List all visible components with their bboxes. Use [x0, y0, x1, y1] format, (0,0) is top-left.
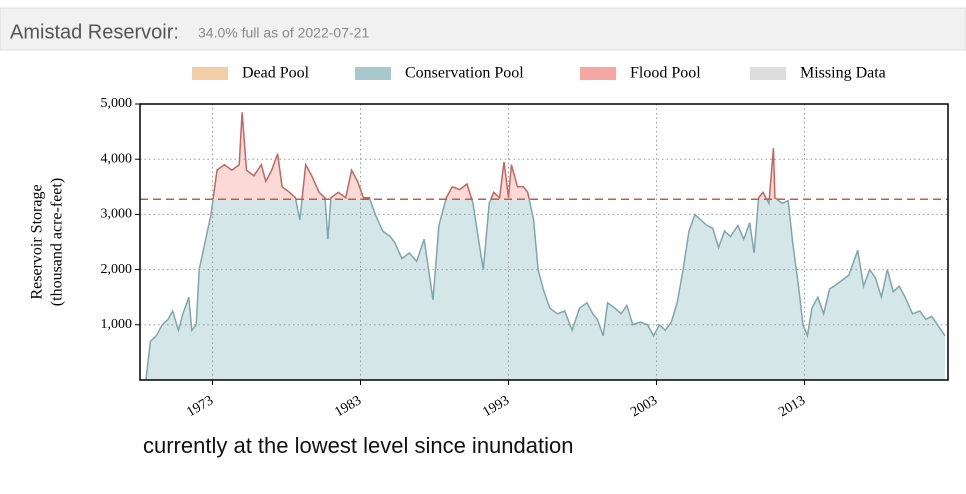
y-tick-label: 4,000: [101, 151, 133, 166]
x-tick-label: 1973: [184, 393, 216, 420]
x-tick-label: 1983: [332, 393, 364, 420]
x-tick-label: 1993: [480, 393, 512, 420]
plot-frame: [139, 103, 949, 381]
y-tick-label: 2,000: [101, 262, 133, 277]
legend-swatch: [580, 67, 616, 80]
header-bar: [0, 7, 966, 51]
flood-line: [212, 112, 779, 200]
legend: Dead Pool Conservation Pool Flood Pool Miss…: [192, 65, 886, 82]
y-tick-label: 1,000: [101, 317, 133, 332]
legend-swatch: [192, 67, 228, 80]
legend-label: Dead Pool: [242, 65, 310, 82]
y-axis-label: Reservoir Storage (thousand acre-feet): [29, 178, 66, 306]
legend-label: Conservation Pool: [405, 65, 524, 82]
x-tick-label: 2003: [628, 393, 660, 420]
header-title: Amistad Reservoir:: [10, 21, 179, 43]
conservation-area: [145, 199, 945, 380]
flood-area: [213, 112, 777, 200]
annotation: currently at the lowest level since inun…: [143, 433, 573, 458]
legend-swatch: [750, 67, 786, 80]
legend-label: Flood Pool: [630, 65, 701, 82]
x-tick-label: 2013: [776, 393, 808, 420]
header-subtitle: 34.0% full as of 2022-07-21: [198, 25, 369, 41]
legend-swatch: [355, 67, 391, 80]
conservation-line: [145, 199, 946, 380]
legend-label: Missing Data: [800, 65, 886, 82]
y-axis-label-line: (thousand acre-feet): [49, 178, 66, 306]
y-tick-label: 3,000: [101, 207, 133, 222]
y-axis-label-line: Reservoir Storage: [29, 184, 46, 299]
y-tick-label: 5,000: [101, 96, 133, 111]
